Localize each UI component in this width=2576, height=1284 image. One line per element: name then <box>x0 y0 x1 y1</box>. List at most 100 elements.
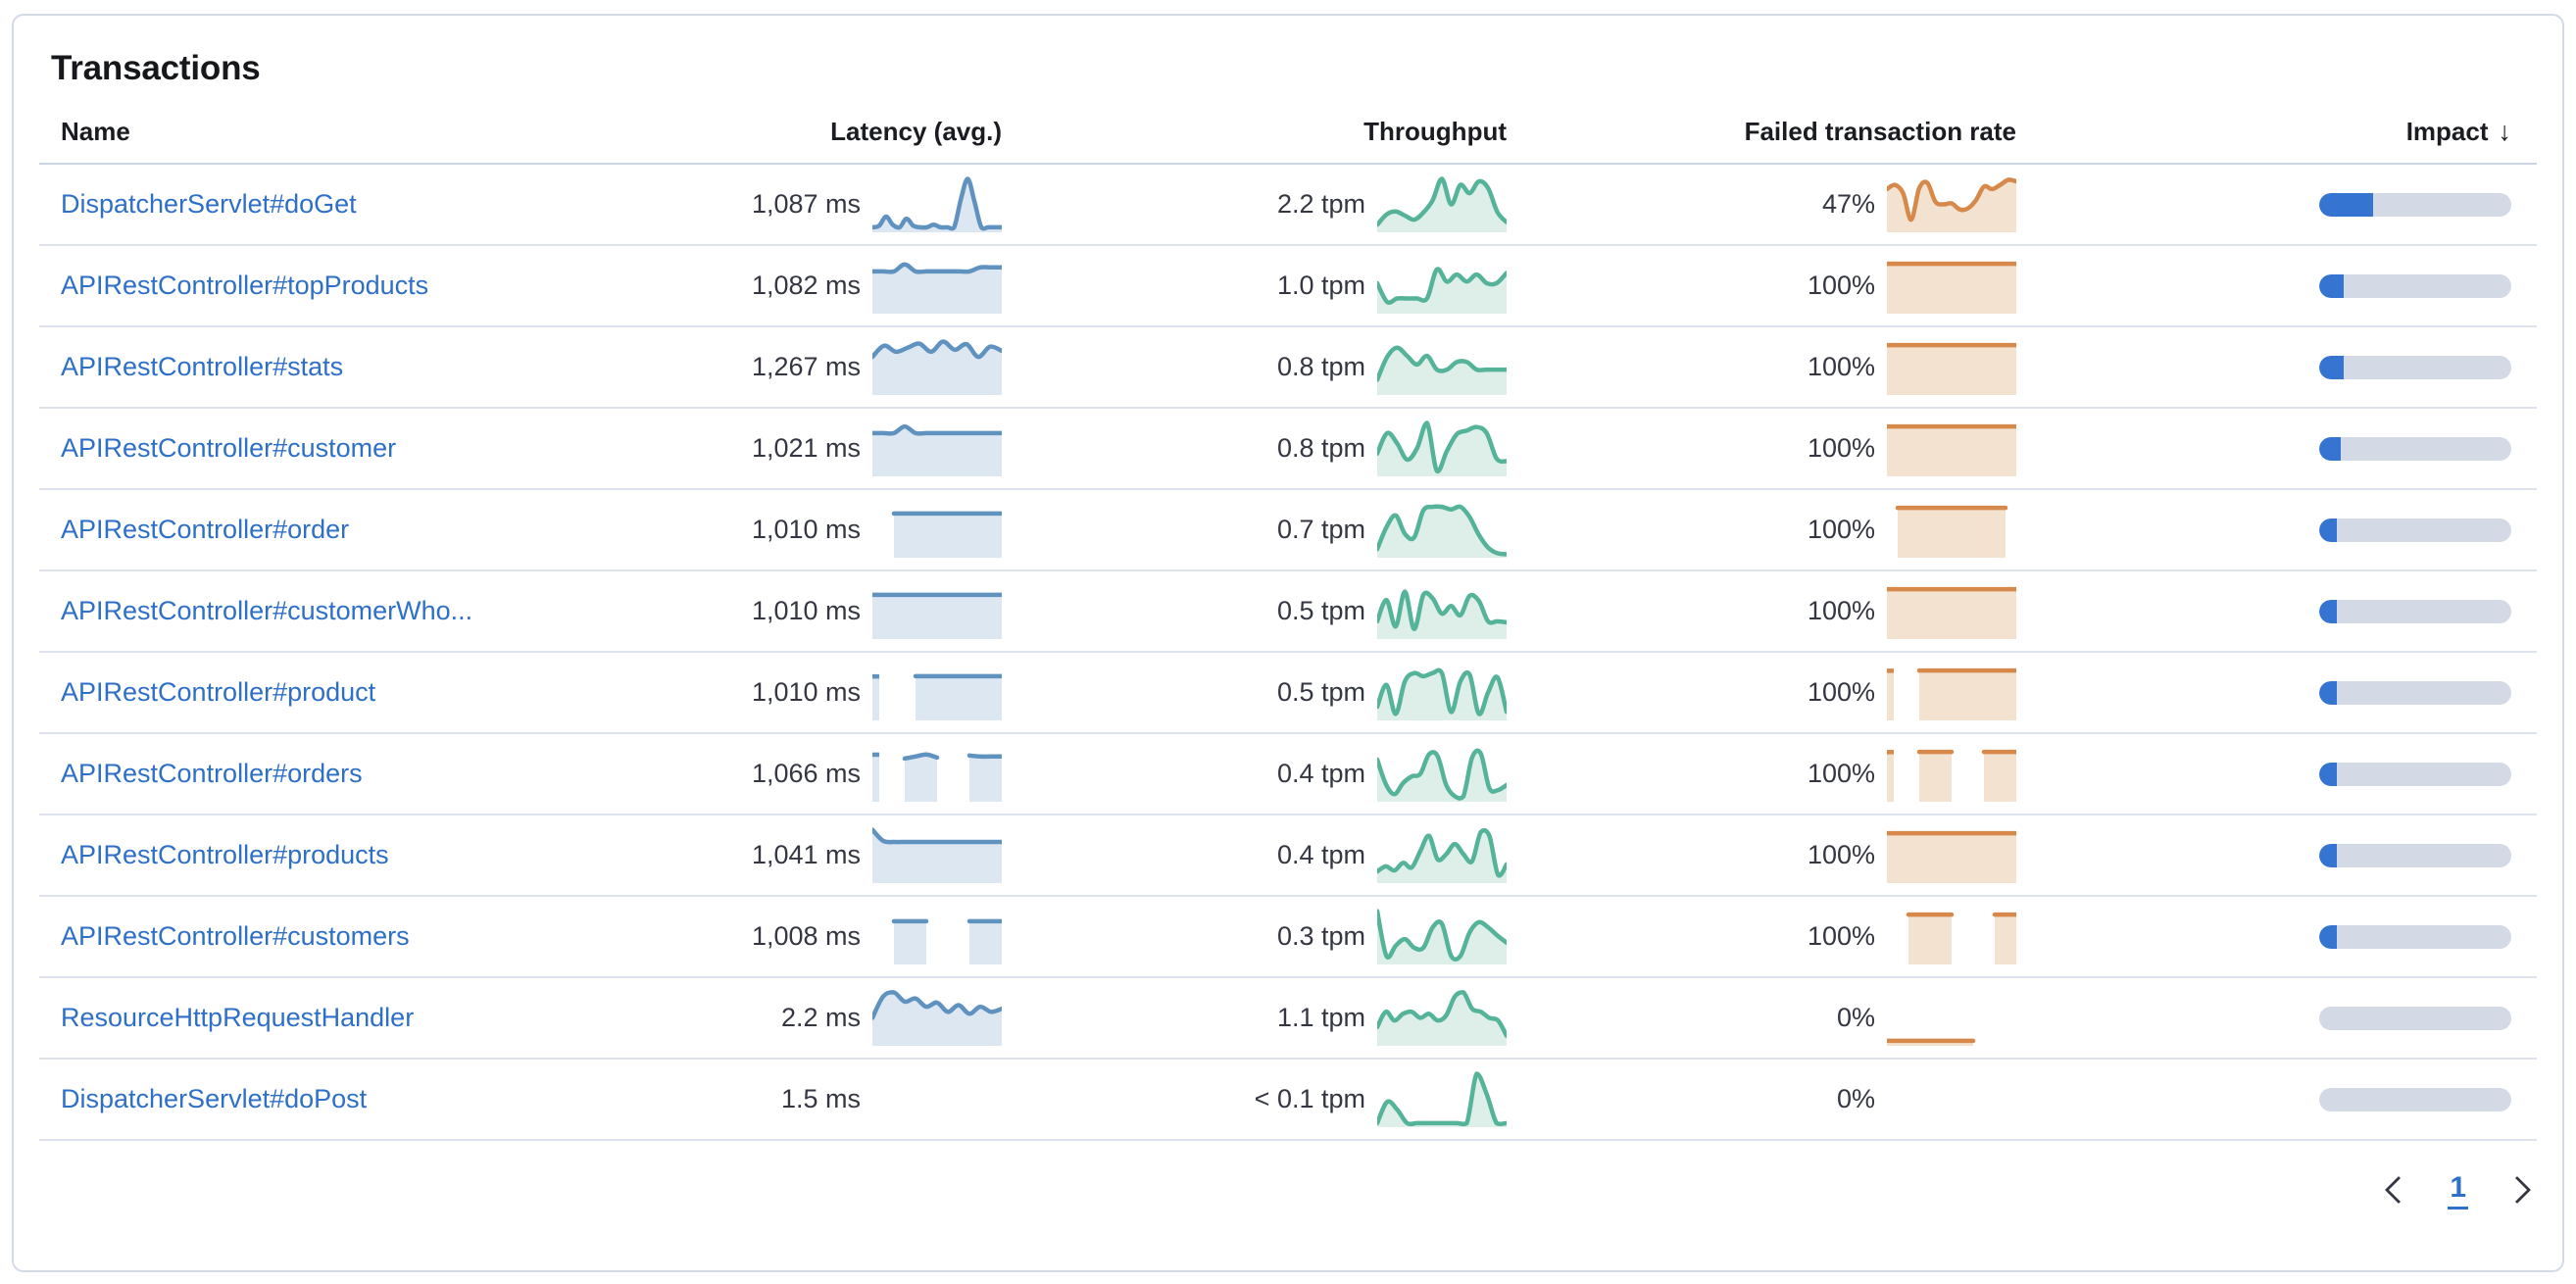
transaction-name-link[interactable]: APIRestController#customers <box>61 921 410 951</box>
throughput-sparkline <box>1377 420 1507 476</box>
next-page-button[interactable] <box>2502 1175 2532 1205</box>
failed-rate-value: 47% <box>1821 189 1875 219</box>
col-header-failed-rate[interactable]: Failed transaction rate <box>1532 117 2042 147</box>
col-header-throughput-label: Throughput <box>1363 116 1507 146</box>
latency-cell: 1,267 ms <box>562 339 1027 395</box>
failed-rate-value: 100% <box>1807 596 1875 625</box>
throughput-sparkline <box>1377 504 1507 558</box>
col-header-impact[interactable]: Impact ↓ <box>2042 117 2537 147</box>
throughput-cell: < 0.1 tpm <box>1027 1071 1532 1127</box>
throughput-sparkline <box>1377 909 1507 964</box>
failed-rate-value: 100% <box>1807 677 1875 707</box>
failed-rate-cell: 100% <box>1532 502 2042 558</box>
transaction-name-link[interactable]: DispatcherServlet#doPost <box>61 1084 368 1113</box>
col-header-throughput[interactable]: Throughput <box>1027 117 1532 147</box>
impact-bar-track <box>2319 1006 2511 1030</box>
sort-descending-icon: ↓ <box>2498 116 2512 146</box>
throughput-sparkline <box>1377 345 1507 395</box>
col-header-failed-rate-label: Failed transaction rate <box>1744 116 2016 146</box>
latency-sparkline <box>872 423 1002 476</box>
failed-rate-sparkline <box>1895 505 2008 558</box>
latency-cell: 1,066 ms <box>562 746 1027 802</box>
failed-rate-value: 100% <box>1807 759 1875 788</box>
throughput-cell: 0.5 tpm <box>1027 583 1532 639</box>
throughput-value: 0.8 tpm <box>1276 352 1365 381</box>
previous-page-button[interactable] <box>2385 1175 2413 1205</box>
transaction-name-link[interactable]: APIRestController#products <box>61 840 389 869</box>
transaction-name-link[interactable]: APIRestController#stats <box>61 352 344 381</box>
transaction-name-cell: APIRestController#product <box>39 677 562 708</box>
failed-rate-cell: 100% <box>1532 665 2042 720</box>
transaction-name-link[interactable]: APIRestController#orders <box>61 759 363 788</box>
latency-sparkline <box>872 752 1002 802</box>
failed-rate-sparkline <box>1887 423 2016 476</box>
transaction-name-link[interactable]: APIRestController#order <box>61 515 350 544</box>
impact-bar-track <box>2319 1087 2511 1111</box>
page-1-button[interactable]: 1 <box>2448 1171 2468 1210</box>
throughput-sparkline <box>1377 1071 1507 1127</box>
impact-bar-fill <box>2319 680 2337 705</box>
transaction-name-link[interactable]: APIRestController#topProducts <box>61 271 429 300</box>
throughput-value: 0.5 tpm <box>1276 677 1365 707</box>
impact-bar-fill <box>2319 355 2344 379</box>
latency-sparkline <box>872 673 1002 720</box>
impact-bar-track <box>2319 843 2511 867</box>
failed-rate-cell: 47% <box>1532 176 2042 232</box>
failed-rate-value: 0% <box>1836 1084 1875 1113</box>
failed-rate-value: 100% <box>1807 271 1875 300</box>
failed-rate-value: 100% <box>1807 352 1875 381</box>
impact-bar-fill <box>2319 436 2341 461</box>
impact-bar-track <box>2319 355 2511 379</box>
throughput-value: 1.0 tpm <box>1276 271 1365 300</box>
table-header-row: Name Latency (avg.) Throughput Failed tr… <box>39 100 2537 165</box>
table-row: APIRestController#order 1,010 ms 0.7 tpm… <box>39 490 2537 571</box>
throughput-value: 0.4 tpm <box>1276 759 1365 788</box>
failed-rate-cell: 100% <box>1532 258 2042 314</box>
latency-sparkline <box>872 176 1002 232</box>
col-header-name[interactable]: Name <box>39 117 562 147</box>
failed-rate-cell: 0% <box>1532 990 2042 1046</box>
transaction-name-cell: DispatcherServlet#doPost <box>39 1084 562 1114</box>
failed-rate-sparkline <box>1887 749 2016 802</box>
transaction-name-link[interactable]: ResourceHttpRequestHandler <box>61 1003 415 1032</box>
transaction-name-link[interactable]: APIRestController#product <box>61 677 376 707</box>
latency-value: 1,021 ms <box>751 433 861 463</box>
impact-cell <box>2042 192 2537 217</box>
transaction-name-cell: APIRestController#topProducts <box>39 271 562 301</box>
failed-rate-cell: 100% <box>1532 827 2042 883</box>
throughput-cell: 0.7 tpm <box>1027 502 1532 558</box>
transaction-name-cell: APIRestController#stats <box>39 352 562 382</box>
throughput-cell: 2.2 tpm <box>1027 176 1532 232</box>
failed-rate-cell: 0% <box>1532 1071 2042 1127</box>
throughput-value: 0.3 tpm <box>1276 921 1365 951</box>
latency-sparkline <box>872 339 1002 395</box>
failed-rate-sparkline <box>1887 586 2016 639</box>
latency-cell: 1,041 ms <box>562 827 1027 883</box>
latency-value: 1,087 ms <box>751 189 861 219</box>
throughput-cell: 0.4 tpm <box>1027 746 1532 802</box>
impact-bar-track <box>2319 273 2511 298</box>
transaction-name-cell: APIRestController#customer <box>39 433 562 464</box>
throughput-cell: 0.8 tpm <box>1027 420 1532 476</box>
impact-bar-fill <box>2319 518 2337 542</box>
impact-cell <box>2042 762 2537 786</box>
impact-bar-fill <box>2319 843 2337 867</box>
impact-bar-track <box>2319 192 2511 217</box>
failed-rate-value: 100% <box>1807 433 1875 463</box>
latency-sparkline <box>872 592 1002 639</box>
throughput-cell: 0.3 tpm <box>1027 909 1532 964</box>
transaction-name-cell: APIRestController#orders <box>39 759 562 789</box>
impact-bar-track <box>2319 924 2511 949</box>
table-row: APIRestController#customerWho... 1,010 m… <box>39 571 2537 653</box>
transaction-name-link[interactable]: APIRestController#customerWho... <box>61 596 473 625</box>
pagination: 1 <box>39 1162 2537 1217</box>
col-header-latency[interactable]: Latency (avg.) <box>562 117 1027 147</box>
throughput-sparkline <box>1377 827 1507 883</box>
throughput-value: 1.1 tpm <box>1276 1003 1365 1032</box>
latency-cell: 1,010 ms <box>562 665 1027 720</box>
latency-value: 1,082 ms <box>751 271 861 300</box>
transaction-name-link[interactable]: DispatcherServlet#doGet <box>61 189 357 219</box>
transaction-name-link[interactable]: APIRestController#customer <box>61 433 397 463</box>
latency-cell: 1,010 ms <box>562 583 1027 639</box>
